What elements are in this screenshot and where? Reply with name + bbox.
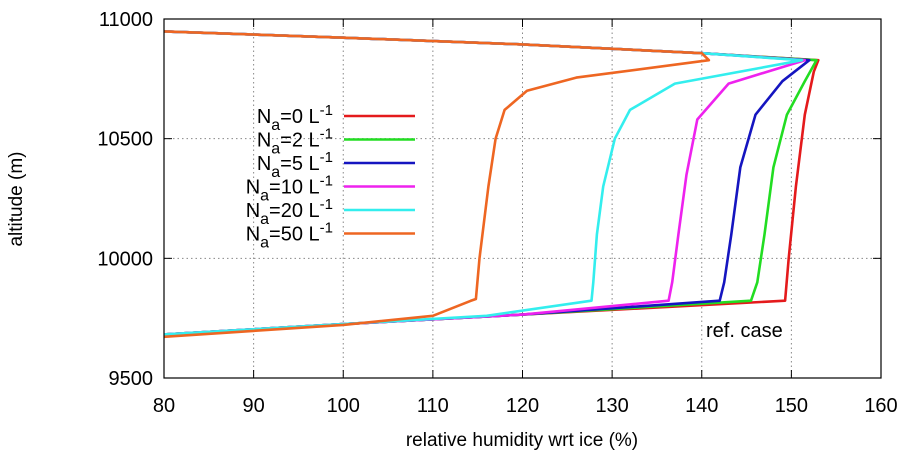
y-tick-label: 9500 — [109, 368, 154, 390]
ref-case-annotation: ref. case — [706, 320, 783, 342]
x-tick-label: 130 — [595, 395, 628, 417]
legend-label: Na=0 L-1 — [257, 102, 333, 134]
y-tick-label: 11000 — [99, 9, 153, 31]
x-tick-labels: 80 90 100 110 120 130 140 150 160 — [153, 395, 898, 417]
x-axis-label: relative humidity wrt ice (%) — [406, 430, 638, 451]
y-tick-label: 10000 — [97, 248, 153, 270]
legend-label: Na=20 L-1 — [246, 196, 333, 228]
x-tick-label: 110 — [417, 395, 449, 417]
legend: Na=0 L-1Na=2 L-1Na=5 L-1Na=10 L-1Na=20 L… — [246, 102, 415, 252]
x-tick-label: 140 — [685, 395, 718, 417]
y-tick-labels: 9500 10000 10500 11000 — [97, 9, 153, 390]
x-tick-label: 100 — [327, 395, 360, 417]
series-lines — [164, 30, 820, 339]
legend-label: Na=50 L-1 — [246, 220, 333, 252]
series-line — [164, 30, 711, 339]
y-axis-label: altitude (m) — [6, 151, 27, 246]
x-tick-label: 150 — [775, 395, 808, 417]
x-tick-label: 80 — [153, 395, 175, 417]
y-tick-label: 10500 — [97, 129, 153, 151]
axis-ticks — [163, 18, 882, 379]
legend-label: Na=2 L-1 — [257, 126, 333, 158]
x-tick-label: 90 — [243, 395, 265, 417]
series-line — [164, 30, 820, 336]
legend-label: Na=10 L-1 — [246, 173, 333, 205]
legend-label: Na=5 L-1 — [257, 149, 333, 181]
x-tick-label: 160 — [864, 395, 897, 417]
x-tick-label: 120 — [506, 395, 539, 417]
